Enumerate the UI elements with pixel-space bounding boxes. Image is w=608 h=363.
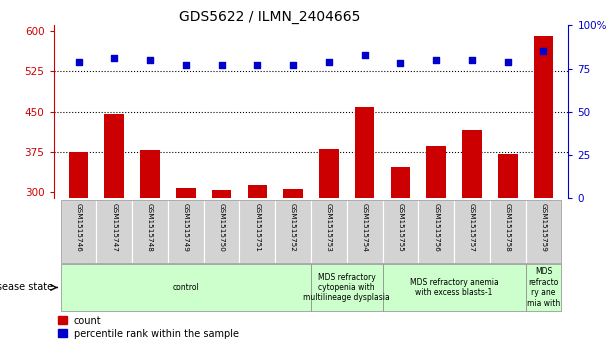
Bar <box>525 200 561 263</box>
Text: control: control <box>173 283 199 292</box>
Text: MDS refractory anemia
with excess blasts-1: MDS refractory anemia with excess blasts… <box>410 278 499 297</box>
Bar <box>355 107 375 198</box>
Text: MDS refractory
cytopenia with
multilineage dysplasia: MDS refractory cytopenia with multilinea… <box>303 273 390 302</box>
Point <box>74 59 83 65</box>
Point <box>360 52 370 58</box>
Bar <box>426 146 446 198</box>
Bar <box>240 200 275 263</box>
Bar <box>69 152 88 198</box>
Text: GSM1515751: GSM1515751 <box>254 203 260 252</box>
Point <box>539 48 548 54</box>
Text: GSM1515753: GSM1515753 <box>326 203 332 252</box>
Text: GSM1515755: GSM1515755 <box>398 203 403 252</box>
Bar <box>418 200 454 263</box>
Bar <box>247 185 267 198</box>
Bar <box>382 200 418 263</box>
Bar <box>275 200 311 263</box>
Legend: count, percentile rank within the sample: count, percentile rank within the sample <box>58 316 239 339</box>
Bar <box>105 114 124 198</box>
Text: GSM1515750: GSM1515750 <box>219 203 224 252</box>
Title: GDS5622 / ILMN_2404665: GDS5622 / ILMN_2404665 <box>179 11 361 24</box>
Text: GSM1515749: GSM1515749 <box>183 203 189 252</box>
Bar <box>168 200 204 263</box>
Bar <box>462 130 482 198</box>
Bar <box>319 149 339 198</box>
Bar <box>204 200 240 263</box>
Bar <box>490 200 525 263</box>
Bar <box>382 264 525 311</box>
Bar <box>347 200 382 263</box>
Bar <box>525 264 561 311</box>
Point <box>431 57 441 63</box>
Bar <box>311 200 347 263</box>
Bar <box>97 200 132 263</box>
Text: GSM1515752: GSM1515752 <box>290 203 296 252</box>
Point <box>503 59 513 65</box>
Point <box>181 62 191 68</box>
Point <box>252 62 262 68</box>
Point <box>109 55 119 61</box>
Bar <box>61 200 97 263</box>
Point <box>288 62 298 68</box>
Text: GSM1515757: GSM1515757 <box>469 203 475 252</box>
Text: MDS
refracto
ry ane
mia with: MDS refracto ry ane mia with <box>527 268 560 307</box>
Point <box>467 57 477 63</box>
Text: GSM1515748: GSM1515748 <box>147 203 153 252</box>
Point <box>145 57 155 63</box>
Point <box>396 60 406 66</box>
Text: GSM1515754: GSM1515754 <box>362 203 368 252</box>
Bar <box>132 200 168 263</box>
Bar <box>454 200 490 263</box>
Text: disease state: disease state <box>0 282 54 293</box>
Point <box>324 59 334 65</box>
Bar <box>140 150 160 198</box>
Bar <box>61 264 311 311</box>
Bar <box>212 190 232 198</box>
Bar <box>176 188 196 198</box>
Text: GSM1515747: GSM1515747 <box>111 203 117 252</box>
Text: GSM1515759: GSM1515759 <box>541 203 547 252</box>
Point <box>216 62 226 68</box>
Bar <box>283 189 303 198</box>
Bar <box>498 154 517 198</box>
Bar <box>311 264 382 311</box>
Text: GSM1515756: GSM1515756 <box>433 203 439 252</box>
Text: GSM1515746: GSM1515746 <box>75 203 81 252</box>
Bar <box>534 36 553 198</box>
Text: GSM1515758: GSM1515758 <box>505 203 511 252</box>
Bar <box>390 167 410 198</box>
